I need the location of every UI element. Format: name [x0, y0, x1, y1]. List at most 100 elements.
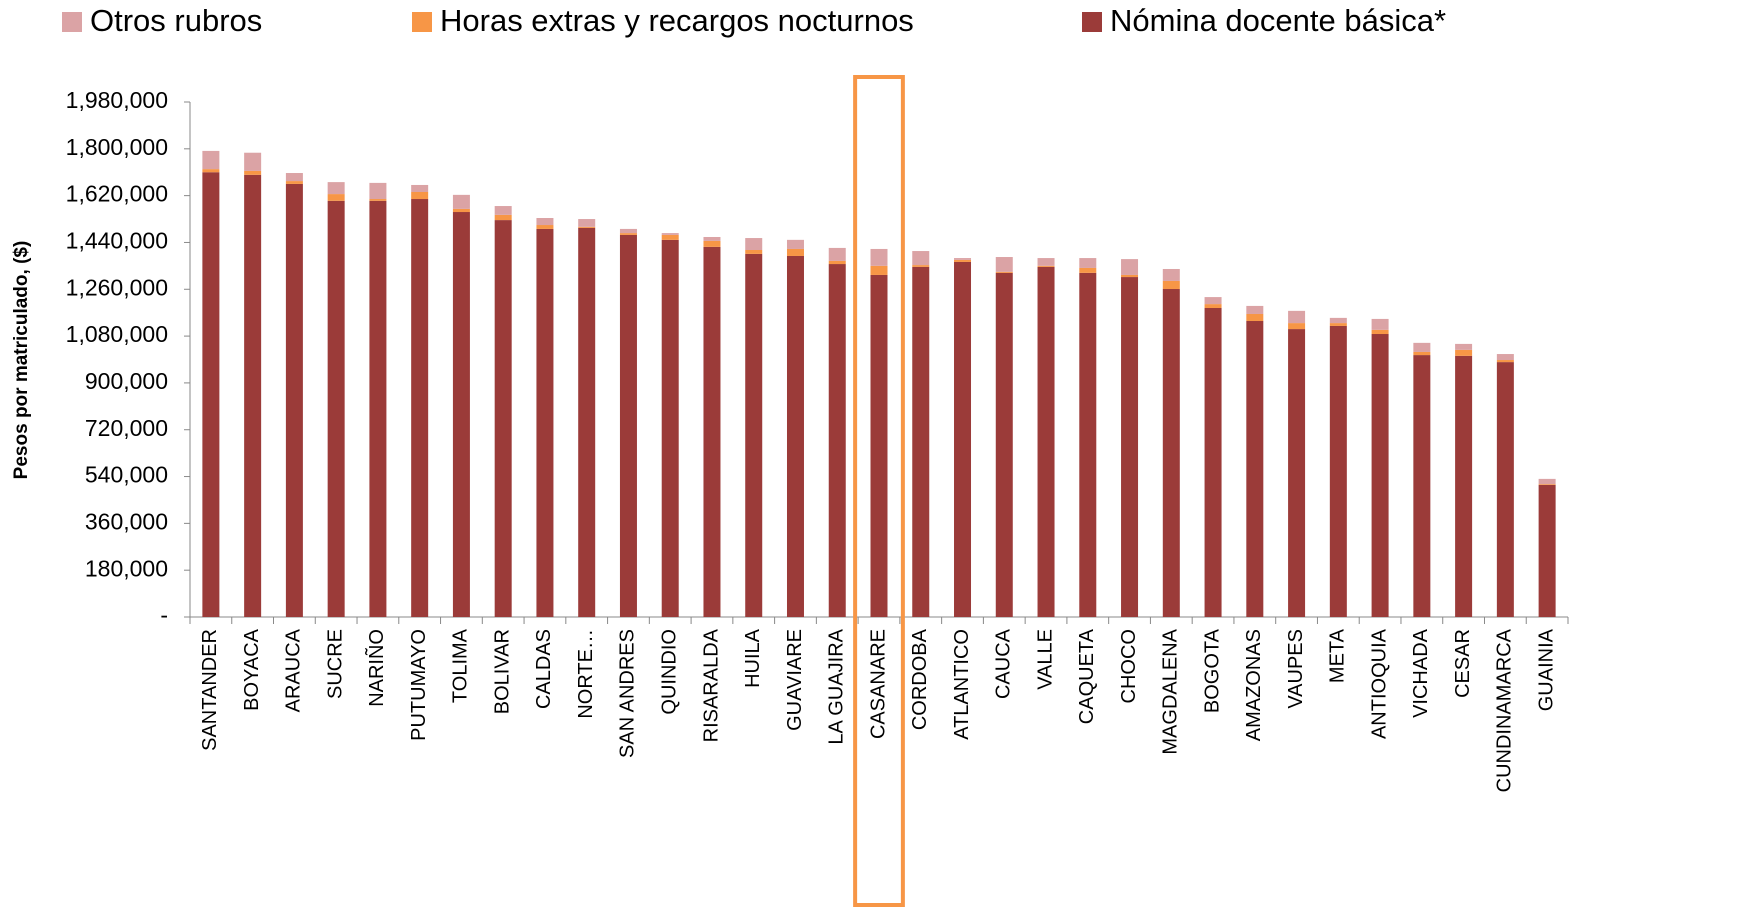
- bar-segment: [1079, 272, 1097, 617]
- bar-segment: [369, 182, 387, 200]
- bar-segment: [202, 150, 220, 170]
- x-tick-label: SANTANDER: [199, 629, 221, 751]
- bar-segment: [1496, 360, 1514, 363]
- bar-segment: [411, 191, 429, 200]
- x-tick-label: GUAINIA: [1535, 628, 1557, 711]
- x-tick-label: TOLIMA: [450, 628, 472, 703]
- bar-segment: [1538, 478, 1556, 485]
- bar-segment: [1329, 317, 1347, 324]
- bar-segment: [745, 249, 763, 254]
- x-tick-label: CUNDINAMARCA: [1494, 628, 1516, 792]
- x-tick-label: ARAUCA: [283, 628, 305, 712]
- legend-label: Otros rubros: [90, 3, 262, 38]
- bar-segment: [494, 220, 512, 617]
- bar-segment: [1037, 266, 1055, 617]
- bar-segment: [1204, 297, 1222, 305]
- x-tick-label: CHOCO: [1118, 629, 1140, 703]
- bar-segment: [619, 233, 637, 235]
- x-tick-label: LA GUAJIRA: [826, 628, 848, 744]
- bar-segment: [1246, 305, 1264, 314]
- bar-segment: [1121, 274, 1139, 278]
- bar-segment: [1455, 355, 1473, 617]
- bar-segment: [1162, 280, 1180, 290]
- y-tick-label: 720,000: [85, 415, 168, 441]
- bar-segment: [285, 173, 303, 182]
- bar-segment: [536, 225, 554, 229]
- bar-segment: [1496, 354, 1514, 361]
- x-tick-label: VAUPES: [1285, 629, 1307, 709]
- x-tick-label: CAQUETA: [1076, 628, 1098, 724]
- bar-segment: [1079, 258, 1097, 268]
- bar-segment: [494, 206, 512, 215]
- y-tick-label: 900,000: [85, 368, 168, 394]
- x-tick-label: HUILA: [742, 628, 764, 688]
- bar-segment: [1037, 265, 1055, 267]
- bar-segment: [494, 214, 512, 221]
- bar-segment: [452, 212, 470, 618]
- bar-segment: [202, 169, 220, 173]
- bar-segment: [661, 233, 679, 235]
- x-tick-label: CASANARE: [867, 629, 889, 739]
- bar-segment: [244, 152, 262, 171]
- bar-segment: [536, 228, 554, 617]
- bar-segment: [703, 236, 721, 241]
- x-tick-label: BOGOTA: [1201, 628, 1223, 713]
- bar-segment: [285, 181, 303, 184]
- y-axis-label: Pesos por matriculado, ($): [11, 241, 32, 480]
- bar-segment: [1121, 259, 1139, 275]
- bar-segment: [536, 218, 554, 226]
- bar-segment: [1413, 355, 1431, 617]
- bar-segment: [828, 260, 846, 265]
- bar-segment: [369, 199, 387, 201]
- bar-segment: [912, 251, 930, 266]
- bar-segment: [870, 274, 888, 617]
- bar-segment: [327, 194, 345, 201]
- bar-segment: [828, 247, 846, 261]
- bar-segment: [1246, 313, 1264, 322]
- bar-segment: [954, 258, 972, 260]
- legend-swatch: [62, 12, 82, 32]
- bar-segment: [912, 266, 930, 617]
- bar-segment: [703, 240, 721, 247]
- y-tick-label: 1,800,000: [66, 134, 168, 160]
- y-tick-label: -: [160, 602, 168, 628]
- x-tick-label: RISARALDA: [700, 628, 722, 742]
- x-tick-label: SUCRE: [324, 629, 346, 699]
- bar-segment: [1079, 267, 1097, 273]
- bar-segment: [954, 259, 972, 262]
- bar-segment: [619, 228, 637, 234]
- bar-segment: [1037, 258, 1055, 266]
- bar-segment: [411, 184, 429, 192]
- x-tick-label: CAUCA: [993, 628, 1015, 699]
- x-tick-label: GUAVIARE: [784, 629, 806, 731]
- bar-segment: [1538, 484, 1556, 485]
- bar-segment: [995, 271, 1013, 273]
- bar-segment: [1204, 308, 1222, 617]
- bar-segment: [1413, 342, 1431, 352]
- y-tick-label: 1,980,000: [66, 87, 168, 113]
- bar-segment: [1288, 329, 1306, 617]
- y-tick-label: 540,000: [85, 462, 168, 488]
- highlight-frame: [853, 75, 905, 907]
- x-tick-label: ANTIOQUIA: [1368, 628, 1390, 739]
- x-tick-label: AMAZONAS: [1243, 629, 1265, 741]
- x-tick-label: VALLE: [1034, 629, 1056, 690]
- bar-segment: [452, 194, 470, 209]
- bar-segment: [1538, 484, 1556, 617]
- bar-segment: [411, 199, 429, 617]
- bar-segment: [1455, 343, 1473, 350]
- bar-segment: [954, 261, 972, 617]
- x-tick-label: NORTE…: [575, 629, 597, 719]
- bar-segment: [244, 170, 262, 175]
- bar-segment: [995, 257, 1013, 272]
- y-tick-label: 1,620,000: [66, 181, 168, 207]
- bar-segment: [1371, 329, 1389, 335]
- bar-segment: [1162, 268, 1180, 281]
- bar-segment: [786, 248, 804, 256]
- bar-segment: [1371, 334, 1389, 617]
- bar-segment: [452, 208, 470, 213]
- bar-segment: [202, 172, 220, 617]
- legend-swatch: [412, 12, 432, 32]
- bar-segment: [285, 183, 303, 617]
